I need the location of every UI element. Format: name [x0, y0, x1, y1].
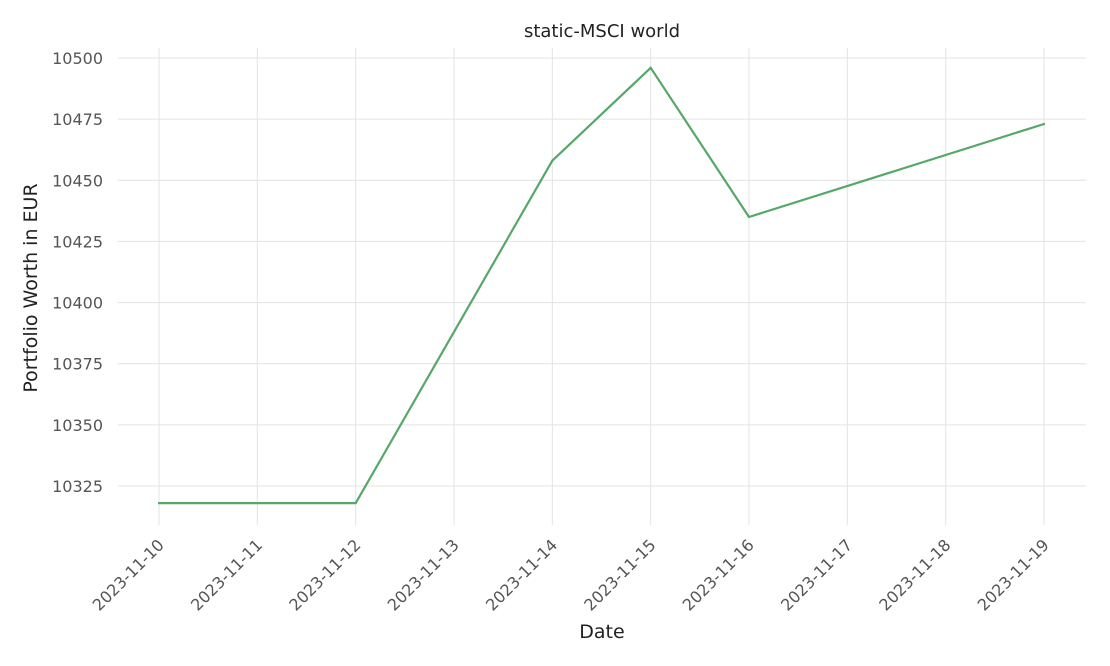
chart-title: static-MSCI world — [524, 21, 680, 42]
x-tick-label: 2023-11-16 — [679, 535, 758, 614]
y-tick-label: 10425 — [52, 232, 103, 251]
y-tick-label: 10400 — [52, 294, 103, 313]
data-point — [1042, 122, 1046, 126]
x-tick-label: 2023-11-17 — [777, 535, 856, 614]
data-point — [649, 66, 652, 69]
x-tick-label: 2023-11-18 — [875, 535, 954, 614]
series-layer — [157, 66, 1046, 505]
x-tick-label: 2023-11-14 — [482, 535, 561, 614]
series-line — [157, 66, 1046, 505]
data-point — [551, 159, 554, 162]
x-tick-label: 2023-11-19 — [974, 535, 1053, 614]
x-tick-label: 2023-11-10 — [89, 535, 168, 614]
y-tick-label: 10325 — [52, 477, 103, 496]
data-point — [747, 215, 751, 219]
grid — [118, 48, 1086, 525]
y-axis-ticks: 10325 10350 10375 10400 10425 10450 10475 10500 — [52, 49, 103, 496]
y-axis-title: Portfolio Worth in EUR — [20, 183, 42, 392]
y-tick-label: 10475 — [52, 110, 103, 129]
y-tick-label: 10450 — [52, 171, 103, 190]
data-point — [354, 502, 357, 505]
x-tick-label: 2023-11-11 — [187, 535, 266, 614]
x-axis-title: Date — [579, 621, 624, 643]
x-tick-label: 2023-11-13 — [384, 535, 463, 614]
y-tick-label: 10500 — [52, 49, 103, 68]
y-tick-label: 10375 — [52, 355, 103, 374]
x-tick-label: 2023-11-12 — [285, 535, 364, 614]
x-axis-ticks: 2023-11-10 2023-11-11 2023-11-12 2023-11-13… — [89, 535, 1053, 614]
x-tick-label: 2023-11-15 — [580, 535, 659, 614]
y-tick-label: 10350 — [52, 416, 103, 435]
data-point — [157, 502, 161, 505]
